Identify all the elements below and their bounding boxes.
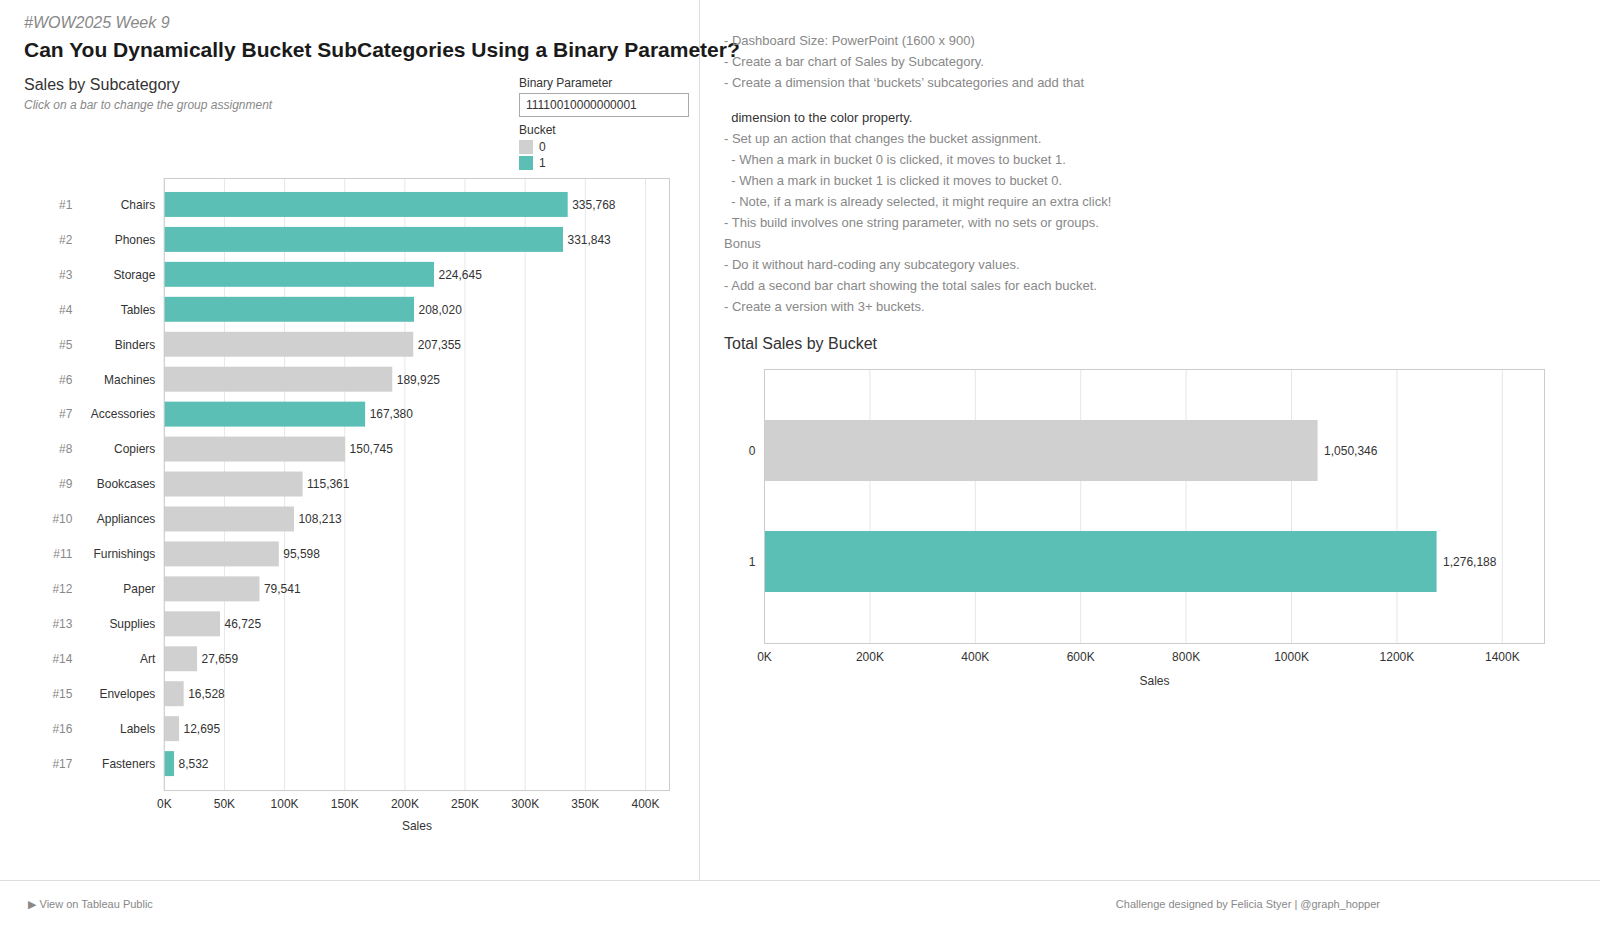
svg-text:Copiers: Copiers	[114, 442, 155, 456]
svg-text:#13: #13	[52, 617, 72, 631]
svg-text:108,213: 108,213	[298, 512, 342, 526]
html-text:1: 1	[539, 156, 546, 170]
svg-text:Furnishings: Furnishings	[93, 547, 155, 561]
svg-text:1,050,346: 1,050,346	[1324, 444, 1378, 458]
html-text:- Add a second bar chart showi: - Add a second bar chart showing the tot…	[724, 278, 1097, 293]
svg-text:Phones: Phones	[115, 233, 156, 247]
svg-text:250K: 250K	[451, 797, 479, 811]
html-text:Bonus: Bonus	[724, 236, 761, 251]
svg-text:189,925: 189,925	[397, 373, 441, 387]
svg-text:Chairs: Chairs	[121, 198, 156, 212]
svg-text:#14: #14	[52, 652, 72, 666]
svg-text:16,528: 16,528	[188, 687, 225, 701]
svg-text:800K: 800K	[1172, 650, 1200, 664]
svg-text:46,725: 46,725	[224, 617, 261, 631]
html-text:- Set up an action that change: - Set up an action that changes the buck…	[724, 131, 1042, 146]
svg-text:Envelopes: Envelopes	[99, 687, 155, 701]
html-text:Challenge designed by Felicia: Challenge designed by Felicia Styer | @g…	[1115, 898, 1380, 910]
html-text:- When a mark in bucket 1 is c: - When a mark in bucket 1 is clicked it …	[724, 173, 1063, 188]
svg-text:1,276,188: 1,276,188	[1443, 555, 1497, 569]
svg-text:0K: 0K	[157, 797, 172, 811]
html-text:Sales by Subcategory: Sales by Subcategory	[24, 76, 180, 93]
svg-text:#4: #4	[59, 303, 73, 317]
html-text:#WOW2025 Week 9: #WOW2025 Week 9	[24, 14, 170, 31]
html-text:11110010000000001: 11110010000000001	[526, 98, 637, 112]
html-text:- Create a bar chart of Sales: - Create a bar chart of Sales by Subcate…	[724, 54, 984, 69]
svg-text:Binders: Binders	[115, 338, 156, 352]
svg-text:115,361: 115,361	[307, 477, 350, 491]
svg-text:#15: #15	[52, 687, 72, 701]
svg-text:#17: #17	[52, 757, 72, 771]
svg-text:600K: 600K	[1067, 650, 1095, 664]
svg-text:150,745: 150,745	[350, 442, 394, 456]
html-text:- Create a version with 3+ buc: - Create a version with 3+ buckets.	[724, 299, 925, 314]
svg-text:150K: 150K	[331, 797, 359, 811]
svg-text:400K: 400K	[631, 797, 659, 811]
svg-text:400K: 400K	[961, 650, 989, 664]
html-text:Bucket: Bucket	[519, 123, 556, 137]
svg-text:#10: #10	[52, 512, 72, 526]
svg-text:100K: 100K	[271, 797, 299, 811]
svg-text:167,380: 167,380	[370, 407, 414, 421]
svg-text:335,768: 335,768	[572, 198, 616, 212]
svg-text:Fasteners: Fasteners	[102, 757, 155, 771]
svg-text:0K: 0K	[757, 650, 772, 664]
html-text:Can You Dynamically Bucket Sub: Can You Dynamically Bucket SubCategories…	[24, 38, 740, 61]
svg-text:Storage: Storage	[113, 268, 155, 282]
html-text:dimension to the color propert: dimension to the color property.	[724, 110, 913, 125]
html-text:0: 0	[539, 140, 546, 154]
svg-text:#9: #9	[59, 477, 73, 491]
svg-text:#7: #7	[59, 407, 73, 421]
svg-text:Paper: Paper	[123, 582, 155, 596]
svg-text:350K: 350K	[571, 797, 599, 811]
svg-text:300K: 300K	[511, 797, 539, 811]
svg-text:1000K: 1000K	[1274, 650, 1309, 664]
svg-text:#16: #16	[52, 722, 72, 736]
svg-text:1: 1	[749, 555, 756, 569]
svg-text:Machines: Machines	[104, 373, 155, 387]
html-text:Total Sales by Bucket: Total Sales by Bucket	[724, 335, 877, 352]
svg-text:#8: #8	[59, 442, 73, 456]
svg-text:331,843: 331,843	[567, 233, 611, 247]
html-text:Click on a bar to change the g: Click on a bar to change the group assig…	[24, 98, 273, 112]
svg-text:95,598: 95,598	[283, 547, 320, 561]
svg-text:208,020: 208,020	[419, 303, 463, 317]
svg-text:0: 0	[749, 444, 756, 458]
html-text:- Dashboard Size: PowerPoint (: - Dashboard Size: PowerPoint (1600 x 900…	[724, 33, 975, 48]
svg-text:#6: #6	[59, 373, 73, 387]
svg-text:8,532: 8,532	[179, 757, 209, 771]
html-text:- This build involves one stri: - This build involves one string paramet…	[724, 215, 1099, 230]
svg-text:224,645: 224,645	[439, 268, 483, 282]
svg-text:1400K: 1400K	[1485, 650, 1520, 664]
svg-text:Supplies: Supplies	[109, 617, 155, 631]
svg-text:#12: #12	[52, 582, 72, 596]
svg-text:Bookcases: Bookcases	[97, 477, 156, 491]
svg-text:Art: Art	[140, 652, 156, 666]
svg-text:1200K: 1200K	[1380, 650, 1415, 664]
svg-text:Sales: Sales	[1139, 674, 1169, 688]
svg-text:207,355: 207,355	[418, 338, 462, 352]
svg-text:Labels: Labels	[120, 722, 155, 736]
svg-text:#1: #1	[59, 198, 73, 212]
svg-text:Appliances: Appliances	[97, 512, 156, 526]
svg-text:Sales: Sales	[402, 819, 432, 832]
html-text:- Do it without hard-coding an: - Do it without hard-coding any subcateg…	[724, 257, 1020, 272]
html-text:- Create a dimension that ‘buc: - Create a dimension that ‘buckets’ subc…	[724, 75, 1085, 90]
svg-text:Tables: Tables	[121, 303, 156, 317]
html-text:- Note, if a mark is already s: - Note, if a mark is already selected, i…	[724, 194, 1112, 209]
svg-text:#2: #2	[59, 233, 73, 247]
svg-text:Accessories: Accessories	[91, 407, 156, 421]
svg-text:#3: #3	[59, 268, 73, 282]
svg-text:50K: 50K	[214, 797, 235, 811]
svg-text:#11: #11	[53, 547, 72, 561]
svg-text:200K: 200K	[856, 650, 884, 664]
svg-text:#5: #5	[59, 338, 73, 352]
html-text:▶ View on Tableau Public: ▶ View on Tableau Public	[28, 897, 153, 910]
svg-text:79,541: 79,541	[264, 582, 301, 596]
html-text:Binary Parameter: Binary Parameter	[519, 76, 613, 90]
html-text:- When a mark in bucket 0 is c: - When a mark in bucket 0 is clicked, it…	[724, 152, 1066, 167]
svg-text:27,659: 27,659	[202, 652, 239, 666]
svg-text:12,695: 12,695	[184, 722, 221, 736]
svg-text:200K: 200K	[391, 797, 419, 811]
